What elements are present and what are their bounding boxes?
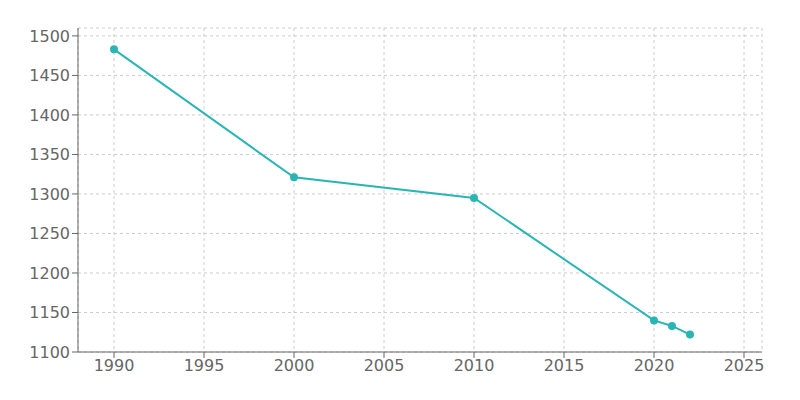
svg-text:1100: 1100 xyxy=(29,343,70,362)
svg-text:1990: 1990 xyxy=(94,356,135,375)
svg-text:1300: 1300 xyxy=(29,185,70,204)
svg-text:2010: 2010 xyxy=(454,356,495,375)
svg-text:2020: 2020 xyxy=(634,356,675,375)
svg-text:1995: 1995 xyxy=(184,356,225,375)
svg-text:1200: 1200 xyxy=(29,264,70,283)
svg-text:1350: 1350 xyxy=(29,145,70,164)
svg-text:1250: 1250 xyxy=(29,224,70,243)
svg-text:1450: 1450 xyxy=(29,66,70,85)
svg-text:1500: 1500 xyxy=(29,27,70,46)
svg-text:1150: 1150 xyxy=(29,303,70,322)
svg-text:2005: 2005 xyxy=(364,356,405,375)
svg-text:1400: 1400 xyxy=(29,106,70,125)
svg-text:2025: 2025 xyxy=(724,356,765,375)
svg-text:2015: 2015 xyxy=(544,356,585,375)
svg-text:2000: 2000 xyxy=(274,356,315,375)
